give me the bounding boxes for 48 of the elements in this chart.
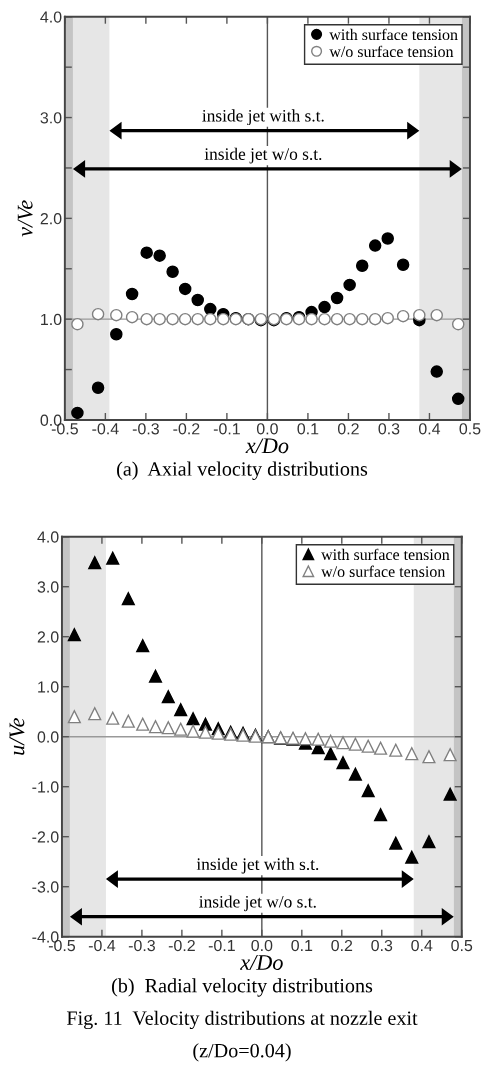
legend-label: w/o surface tension bbox=[329, 45, 454, 58]
x-tick-label: 0.4 bbox=[418, 423, 441, 435]
y-tick-label: -3.0 bbox=[32, 881, 59, 893]
x-tick-label: 0.3 bbox=[378, 423, 400, 435]
text: (b) Radial velocity distributions bbox=[112, 978, 373, 997]
y-axis-title: u/Ve bbox=[9, 718, 25, 755]
annotation: inside jet w/o s.t. bbox=[204, 147, 322, 164]
x-axis-title: x/Do bbox=[245, 438, 289, 454]
y-tick-label: 4.0 bbox=[37, 531, 59, 543]
y-axis-title: v/Ve bbox=[17, 200, 33, 237]
y-tick-label: 3.0 bbox=[37, 581, 59, 593]
annotation: inside jet w/o s.t. bbox=[199, 895, 316, 912]
x-tick-label: -0.3 bbox=[132, 423, 159, 435]
y-tick-label: 1.0 bbox=[38, 681, 59, 693]
x-tick-label: -0.4 bbox=[92, 423, 119, 435]
y-tick-label: 2.0 bbox=[37, 631, 59, 643]
text: (a) Axial velocity distributions bbox=[117, 461, 368, 480]
x-tick-label: 0.5 bbox=[459, 423, 481, 435]
text: (z/Do=0.04) bbox=[193, 1043, 291, 1062]
y-tick-label: 2.0 bbox=[40, 213, 62, 225]
x-tick-label: 0.1 bbox=[291, 939, 313, 952]
caption: Fig. 11 Velocity distributions at nozzle exit bbox=[66, 1010, 418, 1030]
legend-label: w/o surface tension bbox=[321, 565, 446, 578]
x-tick-label: 0.2 bbox=[331, 939, 353, 952]
x-tick-label: 0.2 bbox=[337, 423, 359, 435]
x-tick-label: -0.2 bbox=[173, 423, 200, 435]
y-tick-label: 3.0 bbox=[40, 112, 62, 124]
y-tick-label: 4.0 bbox=[40, 11, 62, 23]
legend-label: with surface tension bbox=[321, 548, 450, 561]
annotation: inside jet with s.t. bbox=[202, 109, 324, 126]
x-tick-label: 0.1 bbox=[297, 423, 319, 435]
x-tick-label: -0.4 bbox=[88, 939, 116, 952]
y-tick-label: 1.0 bbox=[41, 313, 62, 326]
y-tick-label: -1.0 bbox=[32, 781, 59, 793]
x-tick-label: -0.1 bbox=[208, 939, 235, 952]
x-tick-label: 0.5 bbox=[451, 939, 473, 952]
y-tick-label: 0.0 bbox=[37, 731, 59, 743]
x-tick-label: -0.3 bbox=[128, 939, 155, 952]
x-axis-title: x/Do bbox=[239, 955, 283, 970]
x-tick-label: 0.4 bbox=[411, 939, 433, 952]
annotation: inside jet with s.t. bbox=[196, 857, 319, 874]
legend-label: with surface tension bbox=[329, 28, 458, 41]
x-tick-label: -0.1 bbox=[213, 423, 240, 435]
x-tick-label: 0.3 bbox=[371, 939, 393, 952]
x-tick-label: 0.0 bbox=[256, 423, 278, 435]
x-tick-label: 0.0 bbox=[251, 939, 273, 952]
x-tick-label: -0.2 bbox=[168, 939, 195, 952]
y-tick-label: -2.0 bbox=[32, 831, 59, 843]
